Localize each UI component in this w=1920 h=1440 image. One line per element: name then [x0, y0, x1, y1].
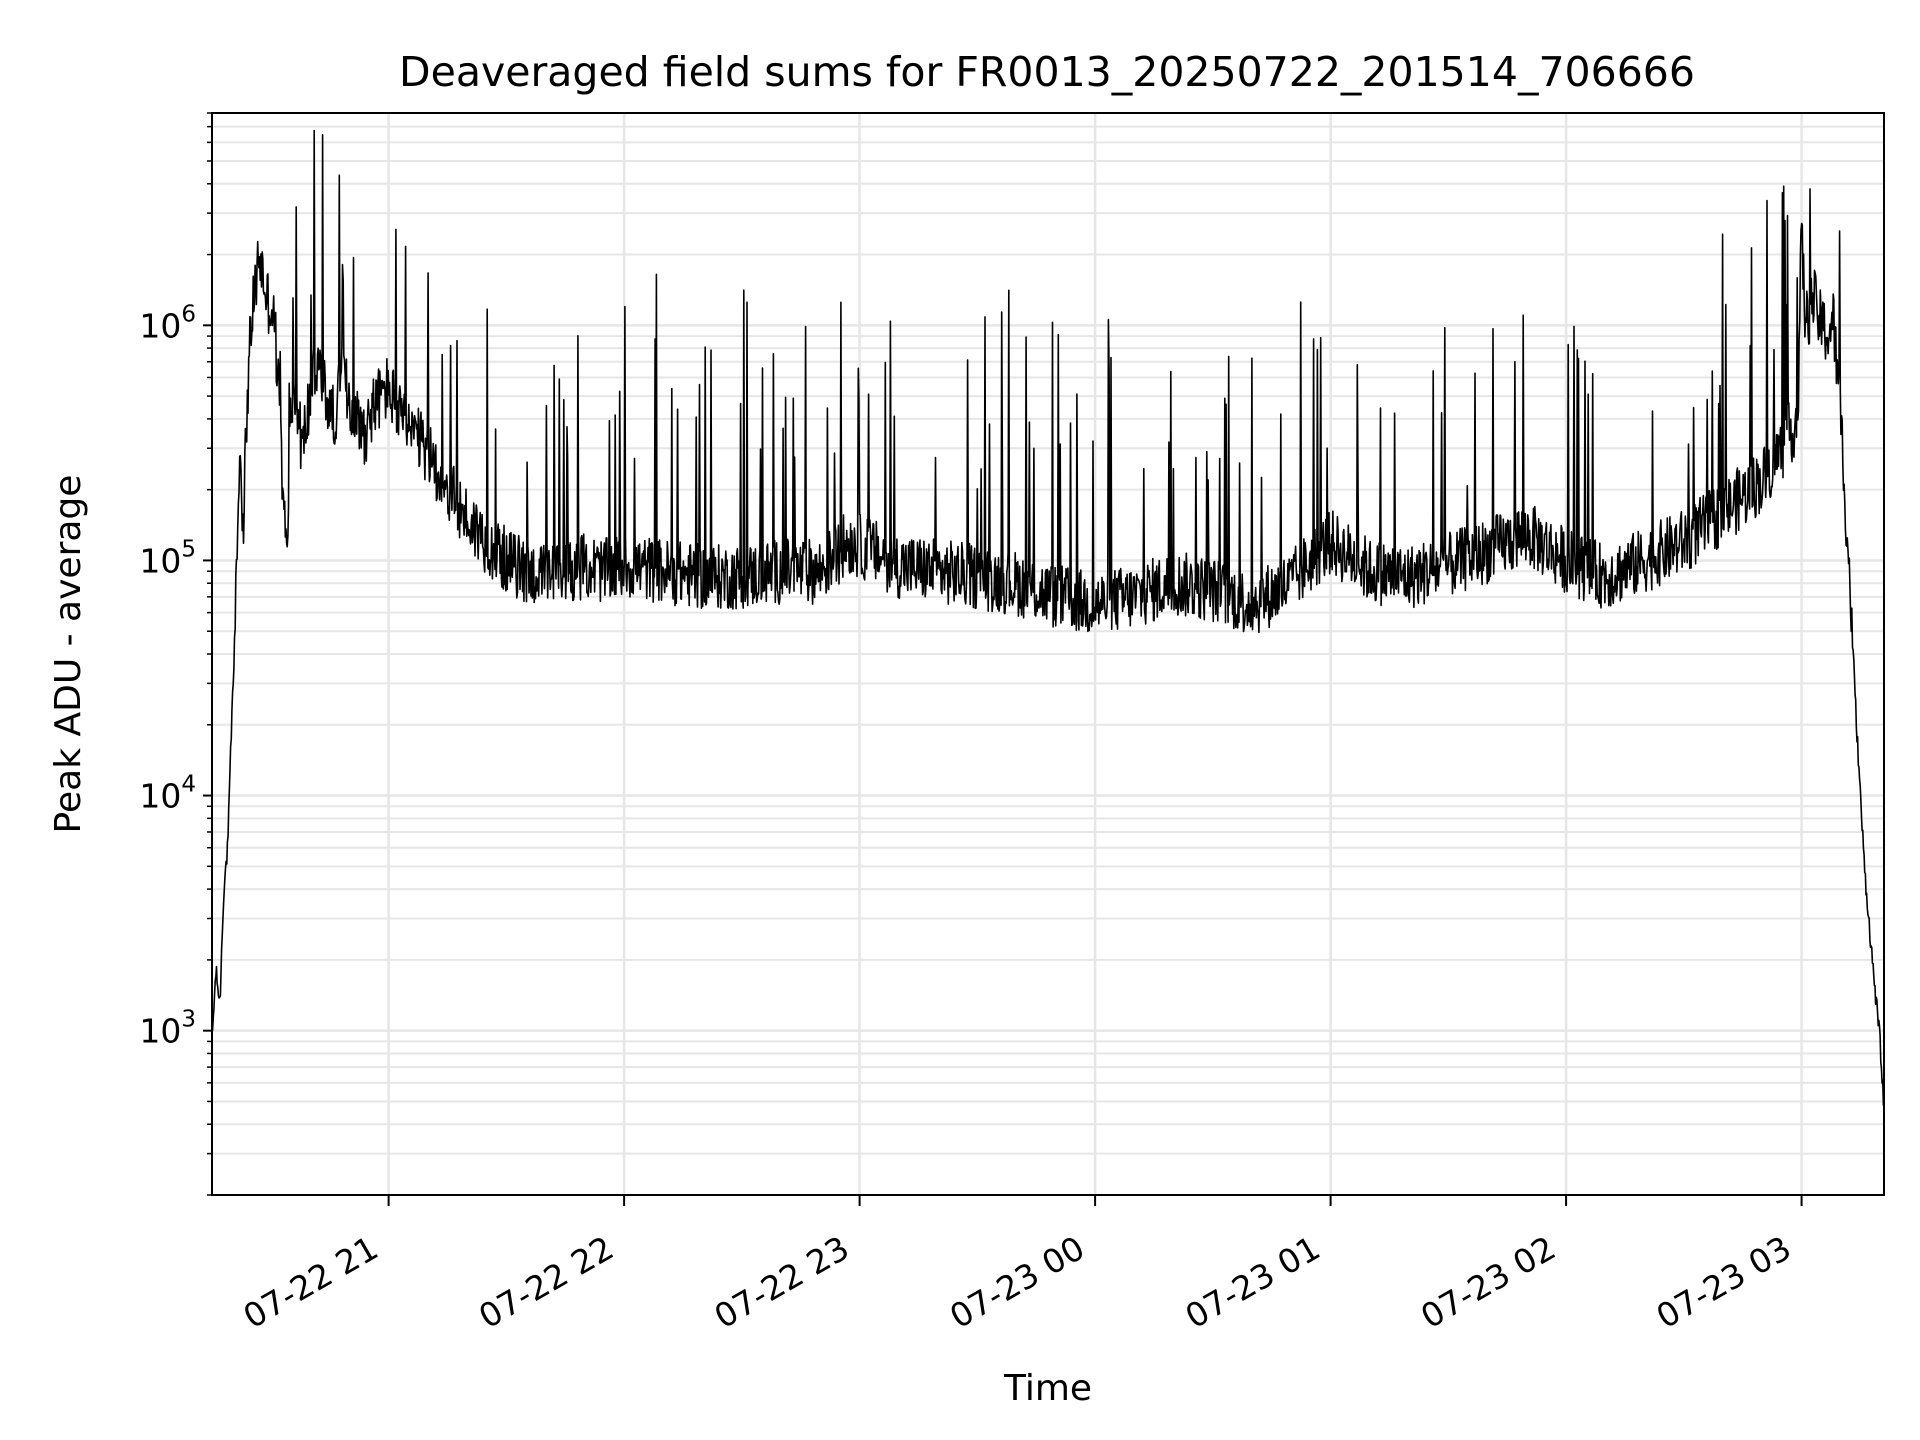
- series-line: [211, 129, 1885, 1107]
- chart-title: Deaveraged field sums for FR0013_2025072…: [399, 48, 1695, 96]
- y-axis-label: Peak ADU - average: [48, 475, 89, 834]
- x-axis-label: Time: [1003, 1368, 1092, 1409]
